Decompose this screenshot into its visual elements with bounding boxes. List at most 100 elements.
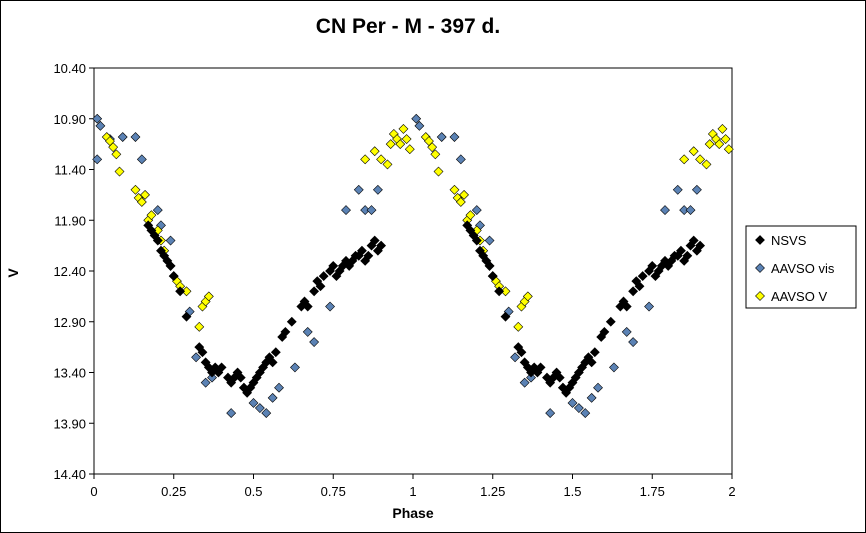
data-point [621, 301, 632, 312]
data-point [644, 301, 654, 312]
data-point [363, 250, 374, 261]
data-point [168, 271, 179, 281]
data-point [111, 149, 122, 160]
x-tick-label: 0.25 [161, 484, 186, 499]
y-tick-label: 13.90 [53, 416, 86, 431]
data-point [290, 362, 300, 373]
legend-marker [755, 263, 765, 273]
y-tick-label: 11.90 [54, 213, 86, 228]
data-point [567, 398, 578, 408]
data-point [605, 316, 616, 327]
series-aavso-v [101, 123, 734, 332]
data-point [691, 184, 702, 195]
data-point [593, 382, 603, 393]
data-point [586, 357, 597, 368]
data-point [433, 166, 444, 177]
data-point [366, 205, 377, 216]
data-point [471, 205, 482, 216]
data-point [685, 205, 696, 216]
legend: NSVS AAVSO vis AAVSO V [745, 225, 857, 309]
data-point [621, 326, 632, 337]
x-tick-label: 2 [728, 484, 735, 499]
x-tick-label: 1 [409, 484, 416, 499]
data-point [302, 301, 313, 312]
data-point [398, 123, 409, 134]
data-point [226, 408, 237, 419]
data-point [181, 311, 192, 322]
legend-label: NSVS [771, 233, 807, 248]
data-point [315, 281, 326, 292]
axis-ticks: 0 0.25 0.5 0.75 1 1.25 1.5 1.75 2 10.40 10.90 11.40… [53, 61, 735, 499]
data-point [430, 149, 441, 160]
data-point [554, 372, 565, 383]
data-point [114, 166, 125, 177]
data-point [353, 184, 364, 195]
data-point [117, 132, 128, 142]
data-point [325, 301, 335, 312]
x-tick-label: 0 [90, 484, 97, 499]
data-point [92, 113, 103, 124]
data-point [197, 347, 208, 358]
x-axis-label: Phase [392, 505, 433, 521]
data-point [519, 377, 530, 388]
data-point [455, 197, 466, 207]
data-points [92, 113, 734, 419]
data-point [688, 146, 699, 157]
data-point [679, 154, 690, 165]
legend-label: AAVSO V [771, 289, 827, 304]
data-point [695, 240, 706, 251]
x-tick-label: 1.75 [640, 484, 665, 499]
data-point [235, 372, 246, 383]
data-point [357, 245, 367, 256]
data-point [586, 392, 597, 403]
data-point [376, 154, 387, 165]
data-point [385, 139, 396, 150]
data-point [628, 337, 639, 347]
data-point [95, 120, 106, 131]
data-point [108, 142, 119, 153]
y-tick-label: 14.40 [53, 467, 86, 482]
data-point [676, 245, 686, 256]
data-point [175, 286, 186, 297]
data-point [449, 132, 460, 142]
data-point [599, 326, 610, 337]
data-point [369, 235, 380, 246]
data-point [637, 271, 648, 281]
data-point [500, 311, 511, 322]
data-point [401, 134, 412, 144]
data-point [701, 159, 712, 170]
data-point [535, 362, 546, 373]
data-point [628, 286, 639, 297]
data-point [254, 403, 265, 413]
data-point [207, 372, 217, 383]
data-point [302, 326, 313, 337]
series-nsvs [143, 220, 706, 398]
data-point [545, 408, 556, 419]
data-point [484, 235, 495, 246]
x-tick-label: 0.75 [321, 484, 346, 499]
data-point [130, 184, 141, 195]
data-point [267, 392, 278, 403]
data-point [165, 261, 176, 271]
x-tick-label: 0.5 [244, 484, 262, 499]
data-point [494, 286, 505, 297]
data-point [459, 189, 469, 200]
data-point [309, 337, 320, 347]
y-tick-label: 13.40 [53, 366, 86, 381]
data-point [270, 347, 281, 358]
data-point [436, 132, 447, 142]
data-point [194, 321, 205, 332]
data-point [280, 326, 291, 337]
data-point [682, 250, 693, 261]
data-point [191, 352, 202, 363]
data-point [414, 120, 425, 131]
y-tick-label: 10.90 [53, 112, 86, 127]
data-point [580, 408, 591, 419]
data-point [318, 271, 329, 281]
y-tick-label: 11.40 [54, 163, 86, 178]
data-point [465, 210, 476, 221]
data-point [274, 382, 284, 393]
data-point [376, 240, 387, 251]
data-point [484, 261, 495, 271]
data-point [471, 235, 482, 246]
